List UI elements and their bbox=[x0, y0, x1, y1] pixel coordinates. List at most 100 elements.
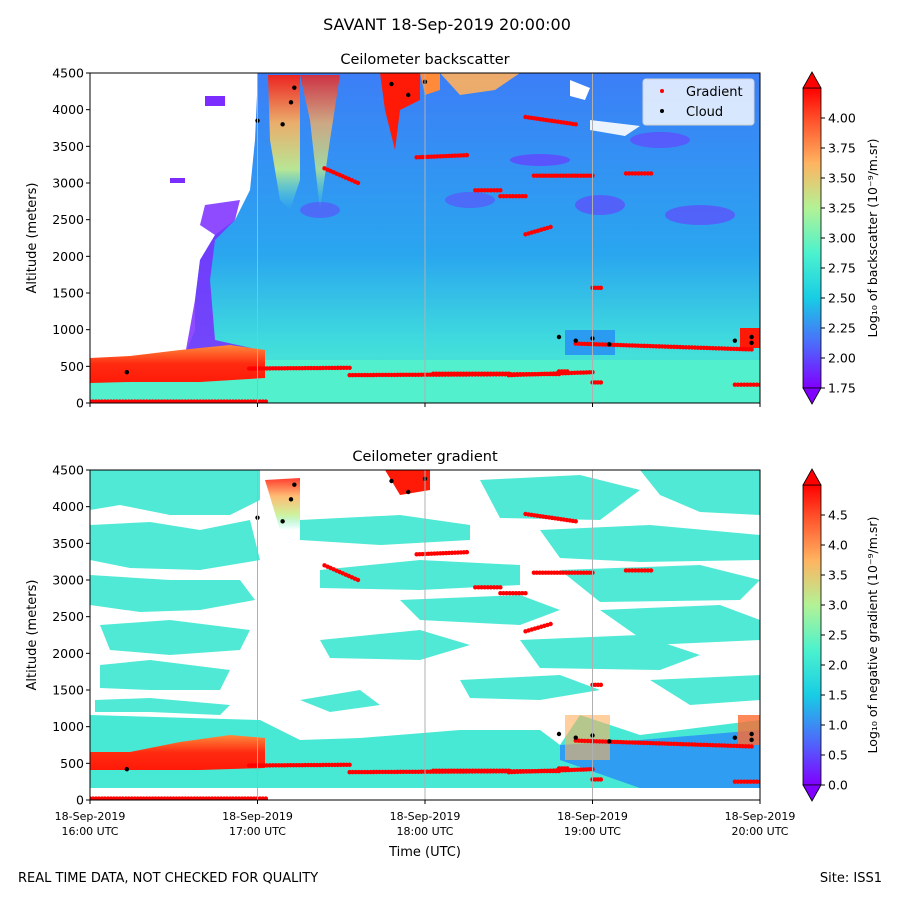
backscatter-gradient-point bbox=[491, 371, 496, 376]
gradient-cloud-point bbox=[749, 731, 754, 737]
backscatter-gradient-point bbox=[742, 382, 747, 387]
backscatter-gradient-point bbox=[479, 371, 484, 376]
gradient-gradient-point bbox=[497, 768, 502, 773]
gradient-gradient-point bbox=[523, 591, 528, 596]
gradient-gradient-point bbox=[437, 768, 442, 773]
gradient-x-tick-date: 18-Sep-2019 bbox=[222, 810, 293, 823]
backscatter-gradient-point bbox=[473, 371, 478, 376]
backscatter-y-ticks: 0 500 1000 1500 2000 2500 3000 3500 4000 4500 bbox=[52, 66, 90, 411]
gradient-gradient-point bbox=[464, 768, 469, 773]
gradient-gradient-point bbox=[431, 768, 436, 773]
gradient-gradient-point bbox=[738, 779, 744, 784]
gradient-gradient-point bbox=[648, 568, 654, 573]
gradient-cloud-point bbox=[389, 478, 394, 484]
gradient-xlabel: Time (UTC) bbox=[388, 845, 461, 860]
gradient-cloud-point bbox=[573, 735, 578, 740]
backscatter-gradient-point bbox=[479, 188, 484, 193]
gradient-gradient-point bbox=[479, 585, 484, 590]
gradient-gradient-point bbox=[464, 549, 470, 555]
backscatter-gradient-point bbox=[513, 194, 519, 199]
gradient-cloud-point bbox=[556, 731, 562, 737]
backscatter-gradient-point bbox=[455, 371, 460, 376]
gradient-x-tick-time: 17:00 UTC bbox=[229, 825, 286, 838]
backscatter-gradient-point bbox=[473, 188, 478, 193]
backscatter-gradient-point bbox=[510, 194, 516, 199]
backscatter-cloud-point bbox=[288, 100, 294, 105]
gradient-x-tick-date: 18-Sep-2019 bbox=[55, 810, 126, 823]
gradient-y-tick-label: 4500 bbox=[52, 463, 84, 478]
backscatter-legend: Gradient Cloud bbox=[642, 78, 755, 126]
gradient-gradient-point bbox=[476, 585, 481, 590]
gradient-colorbar-tick-label: 2.5 bbox=[828, 628, 848, 643]
gradient-y-tick-label: 2500 bbox=[52, 609, 84, 624]
backscatter-title: Ceilometer backscatter bbox=[340, 52, 509, 68]
backscatter-y-tick-label: 3500 bbox=[52, 139, 84, 154]
backscatter-gradient-point bbox=[504, 194, 509, 199]
backscatter-gradient-point bbox=[464, 152, 470, 158]
backscatter-cloud-point bbox=[406, 92, 411, 98]
figure-title: SAVANT 18-Sep-2019 20:00:00 bbox=[323, 15, 571, 34]
gradient-x-tick-time: 20:00 UTC bbox=[731, 825, 788, 838]
backscatter-gradient-point bbox=[642, 171, 648, 176]
backscatter-gradient-point bbox=[745, 382, 750, 387]
backscatter-gradient-point bbox=[748, 382, 753, 387]
backscatter-colorbar-tick-label: 3.25 bbox=[828, 201, 856, 216]
backscatter-gradient-point bbox=[757, 382, 760, 387]
backscatter-gradient-point bbox=[497, 371, 502, 376]
gradient-y-tick-label: 0 bbox=[76, 793, 84, 808]
backscatter-gradient-point bbox=[449, 371, 454, 376]
gradient-y-ticks: 0 500 1000 1500 2000 2500 3000 3500 4000 4500 bbox=[52, 463, 90, 808]
backscatter-gradient-point bbox=[476, 188, 481, 193]
backscatter-gradient-point bbox=[437, 371, 442, 376]
backscatter-colorbar: 1.75 2.00 2.25 2.50 2.75 3.00 3.25 3.50 3.75 4.00… bbox=[802, 71, 880, 405]
gradient-gradient-point bbox=[513, 591, 519, 596]
gradient-gradient-point bbox=[355, 577, 361, 583]
gradient-gradient-point bbox=[630, 568, 635, 573]
gradient-colorbar-tick-label: 0.0 bbox=[828, 778, 848, 793]
gradient-gradient-point bbox=[507, 591, 512, 596]
backscatter-colorbar-label: Log₁₀ of backscatter (10⁻⁹/m.sr) bbox=[865, 139, 880, 338]
gradient-gradient-point bbox=[642, 568, 648, 573]
backscatter-panel: Ceilometer backscatter bbox=[25, 52, 880, 411]
backscatter-colorbar-tick-label: 1.75 bbox=[828, 381, 856, 396]
backscatter-y-tick-label: 500 bbox=[60, 359, 84, 374]
backscatter-gradient-point bbox=[491, 188, 497, 193]
gradient-y-tick-label: 1000 bbox=[52, 719, 84, 734]
backscatter-y-tick-label: 0 bbox=[76, 396, 84, 411]
gradient-gradient-point bbox=[636, 568, 641, 573]
gradient-x-tick-time: 18:00 UTC bbox=[396, 825, 453, 838]
backscatter-cloud-point bbox=[607, 342, 612, 347]
gradient-colorbar-tick-label: 1.5 bbox=[828, 688, 848, 703]
gradient-gradient-point bbox=[449, 768, 454, 773]
gradient-cloud-point bbox=[288, 497, 294, 502]
backscatter-gridlines bbox=[257, 73, 593, 403]
backscatter-cloud-point bbox=[732, 338, 738, 343]
backscatter-gradient-point bbox=[482, 371, 487, 376]
backscatter-cloud-point bbox=[573, 338, 578, 343]
backscatter-gradient-point bbox=[476, 371, 481, 376]
gradient-colorbar-tick-label: 3.5 bbox=[828, 568, 848, 583]
backscatter-cloud-point bbox=[292, 85, 297, 90]
gradient-cloud-point bbox=[749, 737, 754, 743]
backscatter-y-tick-label: 4500 bbox=[52, 66, 84, 81]
backscatter-gradient-point bbox=[517, 194, 522, 199]
gradient-cloud-point bbox=[292, 482, 297, 487]
gradient-gradient-point bbox=[455, 768, 460, 773]
backscatter-gradient-point bbox=[738, 382, 744, 387]
gradient-cloud-point bbox=[124, 767, 130, 772]
gradient-y-tick-label: 1500 bbox=[52, 683, 84, 698]
backscatter-gradient-point bbox=[263, 399, 269, 403]
gradient-gradient-point bbox=[520, 591, 525, 596]
gradient-gradient-point bbox=[639, 568, 644, 573]
gradient-cloud-point bbox=[406, 489, 411, 495]
gradient-gradient-point bbox=[443, 768, 448, 773]
backscatter-y-tick-label: 1500 bbox=[52, 286, 84, 301]
gradient-gradient-point bbox=[446, 768, 451, 773]
backscatter-colorbar-tick-label: 2.50 bbox=[828, 291, 856, 306]
gradient-overlays bbox=[90, 476, 760, 800]
backscatter-y-tick-label: 3000 bbox=[52, 176, 84, 191]
gradient-gradient-point bbox=[495, 585, 500, 590]
gradient-gradient-point bbox=[498, 591, 503, 596]
gradient-y-tick-label: 2000 bbox=[52, 646, 84, 661]
